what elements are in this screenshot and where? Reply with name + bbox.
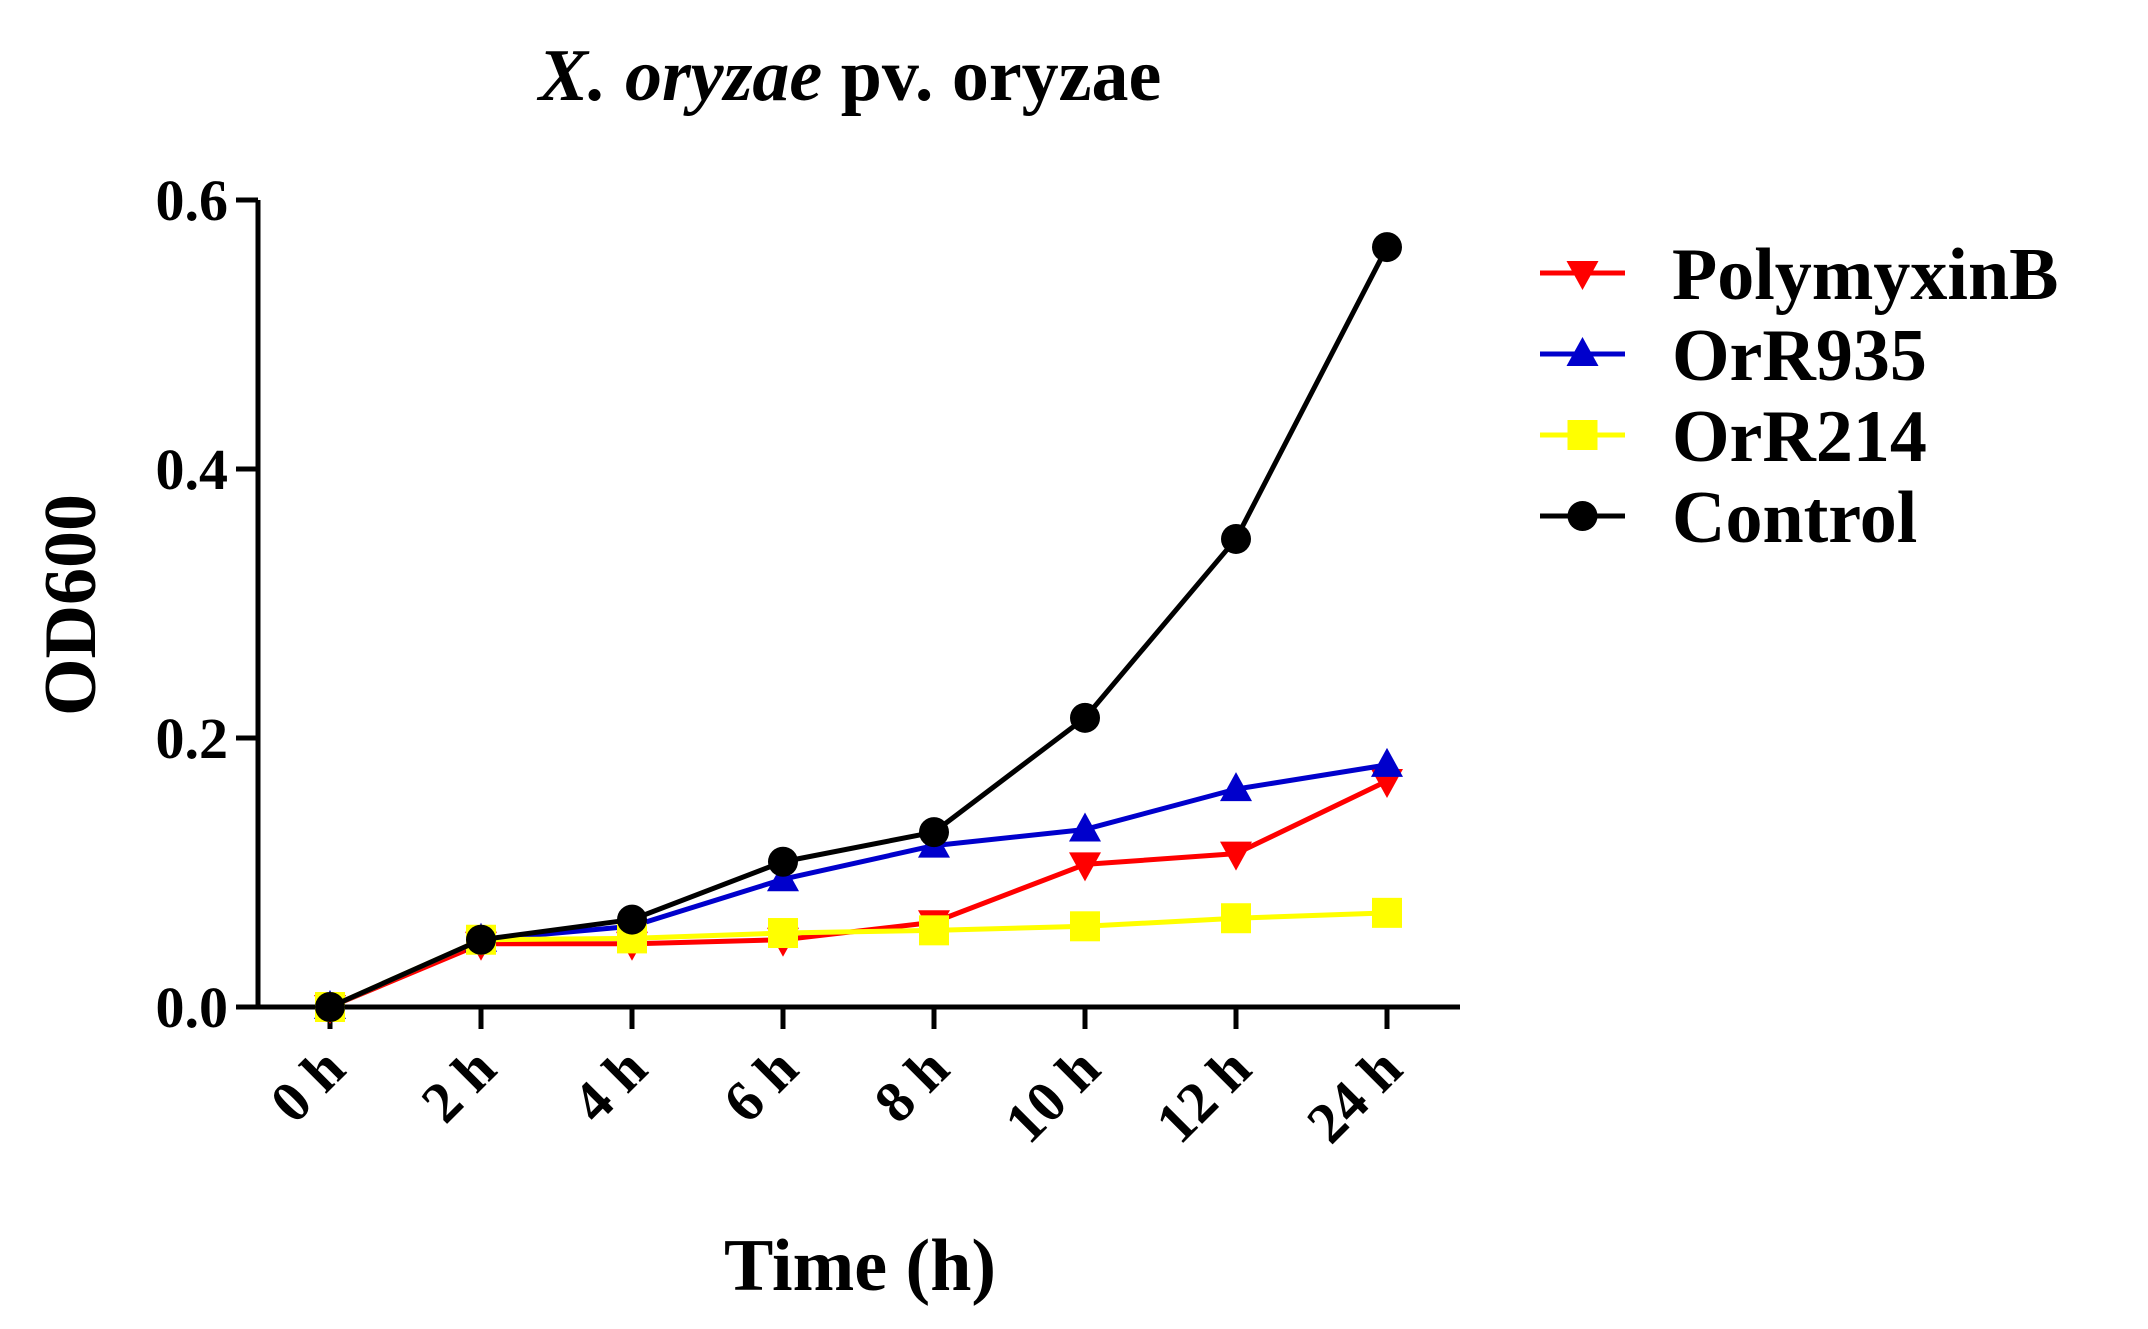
data-point-polymyxinb [1220, 841, 1252, 871]
legend-item-orr935: OrR935 [1540, 315, 1927, 397]
data-point-control [919, 817, 949, 848]
series-line-polymyxinb [329, 778, 1389, 1010]
legend-label-orr935: OrR935 [1672, 315, 1927, 397]
x-axis-label: Time (h) [724, 1225, 996, 1307]
data-point-control [1372, 232, 1402, 263]
data-point-orr214 [1070, 911, 1100, 942]
y-tick-label: 0.6 [156, 168, 229, 233]
y-tick-label: 0.4 [156, 437, 229, 502]
x-tick-label: 8 h [862, 1035, 962, 1135]
legend-marker-control [1567, 501, 1598, 531]
series-line-orr214 [328, 910, 1388, 1010]
axes: 0.0 0.2 0.4 0.6 0 h 2 h 4 h 6 h 8 h 10 h 12 h 24 h [156, 168, 1460, 1155]
data-point-orr214 [768, 918, 798, 949]
data-point-polymyxinb [1069, 852, 1101, 882]
legend-label-orr214: OrR214 [1672, 396, 1927, 478]
chart-title: X. oryzae pv. oryzae [537, 35, 1162, 117]
data-point-control [466, 924, 496, 955]
data-point-control [617, 904, 647, 935]
legend-label-control: Control [1672, 477, 1917, 559]
series-line-orr935 [328, 762, 1388, 1010]
legend-marker-polymyxinb [1566, 261, 1599, 290]
y-tick-label: 0.2 [156, 706, 229, 771]
x-tick-label: 0 h [258, 1035, 358, 1135]
data-point-orr935 [1220, 772, 1252, 802]
legend-marker-orr935 [1566, 337, 1599, 366]
data-point-control [768, 846, 798, 877]
series-orr935 [314, 747, 1403, 1019]
data-point-orr214 [919, 915, 949, 946]
legend-marker-orr214 [1567, 420, 1598, 450]
legend-item-orr214: OrR214 [1540, 396, 1927, 478]
data-point-orr935 [1069, 812, 1101, 842]
series-line-control [328, 245, 1390, 1010]
series-control [315, 232, 1402, 1022]
x-tick-label: 2 h [409, 1035, 509, 1135]
x-tick-label: 4 h [560, 1035, 660, 1135]
legend-item-polymyxinb: PolymyxinB [1540, 234, 2058, 316]
x-tick-label: 12 h [1143, 1035, 1263, 1155]
y-tick-label: 0.0 [156, 975, 229, 1040]
y-axis-label: OD600 [30, 494, 112, 716]
data-point-orr214 [1221, 903, 1251, 934]
data-point-control [315, 992, 345, 1022]
chart-title-rest: pv. oryzae [822, 35, 1161, 117]
chart-title-italic: X. oryzae [537, 35, 823, 117]
x-tick-label: 10 h [992, 1035, 1112, 1155]
series-orr214 [315, 897, 1402, 1022]
data-point-orr214 [1372, 897, 1402, 928]
legend-label-polymyxinb: PolymyxinB [1672, 234, 2058, 316]
series-polymyxinb [314, 769, 1403, 1024]
data-point-orr935 [1371, 747, 1403, 777]
x-tick-label: 24 h [1294, 1035, 1414, 1155]
series-group [314, 232, 1403, 1024]
x-tick-label: 6 h [711, 1035, 811, 1135]
legend-item-control: Control [1540, 477, 1917, 559]
data-point-control [1070, 702, 1100, 733]
data-point-control [1221, 523, 1251, 554]
